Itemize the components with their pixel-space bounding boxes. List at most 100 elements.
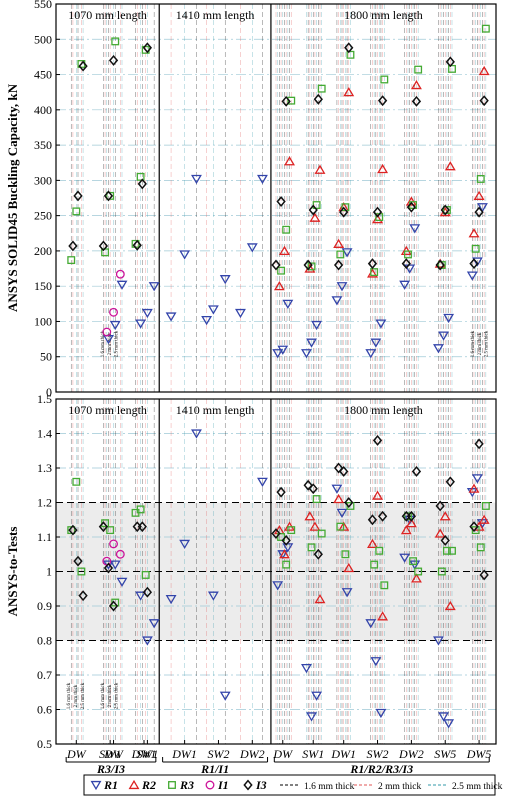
- data-point: [399, 553, 411, 563]
- data-point: [377, 510, 388, 522]
- data-point: [367, 514, 378, 526]
- data-point: [442, 546, 451, 555]
- data-point: [282, 225, 291, 234]
- data-point: [307, 262, 316, 271]
- data-point: [435, 500, 445, 512]
- thickness-label: 2 mm thick: [74, 684, 79, 707]
- data-point: [433, 344, 444, 354]
- data-point: [377, 611, 389, 621]
- data-point: [314, 164, 326, 174]
- legend-box: [83, 774, 496, 796]
- data-point: [375, 319, 387, 329]
- legend-line-label: 2 mm thick: [378, 782, 422, 792]
- data-point: [308, 204, 318, 216]
- data-point: [317, 84, 326, 93]
- data-point: [132, 239, 142, 251]
- data-point: [314, 593, 326, 604]
- data-point: [277, 345, 289, 355]
- y-tick-label: 550: [34, 0, 52, 11]
- data-point: [443, 719, 455, 729]
- data-point: [303, 259, 313, 271]
- data-point: [276, 486, 286, 498]
- data-point: [468, 228, 480, 238]
- data-point: [479, 569, 489, 581]
- data-point: [273, 281, 285, 291]
- data-point: [372, 206, 383, 218]
- y-tick-label: 200: [34, 244, 52, 258]
- data-point: [108, 54, 119, 66]
- data-point: [68, 524, 78, 536]
- data-point: [109, 307, 118, 317]
- data-point: [370, 268, 379, 277]
- data-point: [276, 196, 286, 207]
- data-point: [136, 505, 145, 514]
- data-point: [287, 526, 296, 535]
- data-point: [308, 483, 318, 495]
- data-point: [165, 595, 177, 605]
- thickness-label: 1.6 mm thick: [101, 330, 106, 357]
- data-point: [380, 75, 389, 84]
- data-point: [343, 562, 355, 573]
- x-tick-label: DW1: [171, 747, 197, 761]
- thickness-label: 2 mm thick: [108, 332, 113, 355]
- data-point: [98, 521, 109, 533]
- data-point: [73, 190, 83, 202]
- data-point: [411, 465, 422, 477]
- data-point: [409, 224, 421, 234]
- y-tick-label: 300: [34, 173, 52, 187]
- legend-label: R3: [179, 778, 194, 792]
- data-point: [78, 60, 88, 72]
- data-point: [115, 549, 125, 559]
- data-point: [448, 64, 456, 73]
- data-point: [367, 258, 378, 270]
- legend-label: I3: [255, 778, 267, 792]
- data-point: [201, 315, 213, 326]
- data-point: [277, 533, 286, 541]
- legend-marker: [128, 779, 140, 790]
- data-point: [271, 259, 281, 271]
- data-point: [377, 163, 389, 174]
- data-point: [473, 190, 485, 200]
- data-point: [141, 636, 153, 646]
- data-point: [191, 429, 202, 439]
- data-point: [438, 331, 449, 341]
- data-point: [106, 526, 115, 535]
- data-point: [142, 42, 153, 54]
- data-point: [306, 338, 317, 348]
- data-point: [365, 619, 377, 629]
- series-I3: [68, 42, 489, 271]
- data-point: [77, 567, 86, 576]
- data-point: [73, 555, 83, 567]
- data-point: [471, 244, 480, 253]
- data-point: [282, 560, 291, 569]
- data-point: [478, 65, 490, 76]
- data-point: [306, 712, 317, 722]
- data-point: [246, 243, 258, 253]
- data-point: [444, 161, 456, 171]
- y-tick-label: 1.5: [37, 392, 52, 406]
- series-R3: [67, 24, 490, 277]
- data-point: [414, 567, 423, 576]
- data-point: [438, 712, 449, 722]
- data-point: [279, 245, 290, 255]
- data-point: [341, 588, 353, 598]
- data-point: [433, 636, 444, 646]
- data-point: [336, 508, 348, 519]
- data-point: [478, 514, 490, 524]
- ratio-panel: 0.5 0.6 0.7 0.8 0.9 1 1.1 1.2 1.3 1.4 1.5 ANSYS-to-…: [5, 392, 497, 761]
- y-tick-label: 1.2: [37, 496, 52, 510]
- data-point: [311, 320, 323, 331]
- data-point: [443, 313, 455, 324]
- data-point: [277, 550, 289, 560]
- series-I1: [102, 269, 125, 337]
- data-point: [135, 591, 147, 601]
- data-point: [445, 56, 455, 68]
- data-point: [414, 65, 423, 74]
- data-point: [78, 590, 88, 602]
- thickness-label: 1.6 mm thick: [101, 682, 106, 709]
- data-point: [309, 521, 321, 531]
- data-point: [309, 212, 321, 222]
- data-point: [115, 269, 125, 279]
- thickness-label: 2.5 mm thick: [485, 330, 490, 357]
- data-point: [341, 550, 350, 559]
